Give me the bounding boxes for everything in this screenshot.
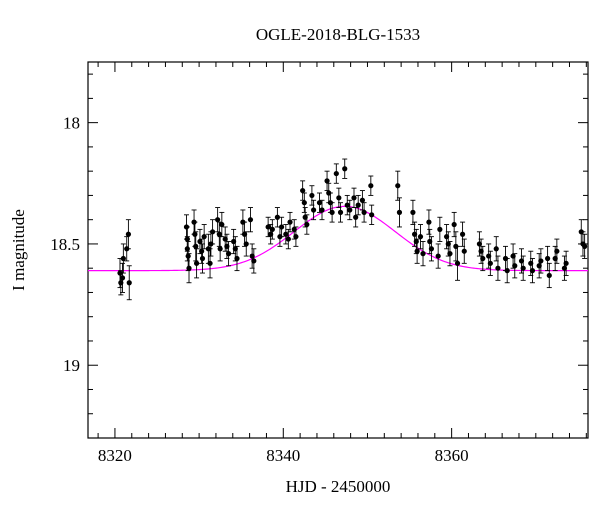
data-point (199, 248, 205, 254)
data-point (369, 212, 375, 218)
data-points (117, 158, 588, 301)
data-point (563, 260, 569, 266)
data-point (279, 224, 285, 230)
data-point (426, 219, 432, 225)
data-point (420, 251, 426, 257)
x-axis: 8320 8340 8360 (97, 62, 587, 465)
data-point (395, 183, 401, 189)
data-point (342, 166, 348, 172)
data-point (301, 200, 307, 206)
data-point (186, 265, 192, 271)
data-point (225, 251, 232, 257)
data-point (344, 202, 350, 208)
data-point (209, 229, 216, 235)
data-point (447, 251, 453, 257)
data-point (417, 234, 424, 240)
data-point (287, 219, 293, 225)
data-point (251, 258, 257, 264)
data-point (304, 221, 310, 228)
x-axis-label: HJD - 2450000 (286, 477, 391, 496)
data-point (185, 253, 191, 259)
data-point (215, 217, 221, 223)
data-point (451, 221, 457, 228)
x-tick-label: 8320 (98, 446, 132, 465)
data-point (293, 234, 299, 240)
data-point (368, 183, 374, 189)
data-point (413, 238, 419, 245)
data-point (316, 200, 323, 206)
data-point (353, 214, 359, 220)
data-point (184, 246, 190, 252)
data-point (193, 243, 199, 249)
data-point (329, 209, 335, 215)
data-point (435, 253, 441, 259)
data-point (310, 207, 317, 213)
data-point (309, 192, 315, 199)
data-point (538, 258, 544, 264)
data-point (216, 231, 222, 237)
data-point (520, 265, 526, 271)
data-point (319, 207, 325, 213)
data-point (126, 280, 132, 286)
data-point (454, 260, 461, 266)
x-tick-label: 8340 (266, 446, 300, 465)
data-point (546, 272, 552, 279)
data-point (461, 248, 467, 254)
y-axis-label: I magnitude (9, 209, 28, 291)
data-point (512, 263, 518, 269)
data-point (414, 248, 420, 254)
data-point (265, 224, 271, 230)
data-point (529, 268, 536, 274)
data-point (199, 255, 206, 262)
data-point (544, 255, 551, 262)
data-point (336, 195, 342, 201)
data-point (504, 268, 510, 274)
data-point (554, 248, 560, 254)
data-point (119, 275, 126, 281)
y-axis: 18 18.5 19 (50, 73, 588, 415)
data-point (274, 214, 280, 220)
y-tick-label: 18 (63, 114, 80, 133)
x-tick-label: 8360 (435, 446, 469, 465)
data-point (495, 265, 501, 271)
data-point (410, 209, 416, 215)
data-point (300, 187, 306, 194)
data-point (243, 241, 249, 247)
data-point (396, 209, 403, 215)
data-point (193, 260, 200, 266)
data-point (333, 170, 339, 177)
data-point (283, 231, 289, 237)
plot-frame (87, 61, 589, 439)
data-point (359, 197, 366, 203)
data-point (247, 217, 254, 223)
data-point (480, 255, 486, 262)
data-point (117, 270, 123, 276)
data-point (351, 195, 357, 201)
data-point (361, 209, 367, 215)
data-point (428, 246, 435, 252)
data-point (234, 255, 240, 262)
data-point (337, 209, 344, 215)
data-point (487, 260, 493, 266)
data-point (269, 226, 275, 232)
y-tick-label: 18.5 (50, 235, 80, 254)
y-tick-label: 19 (63, 356, 80, 375)
data-point (437, 226, 443, 232)
data-point (285, 236, 291, 242)
data-point (347, 207, 353, 213)
data-point (219, 221, 225, 228)
data-point (217, 246, 223, 252)
data-point (459, 231, 466, 237)
data-point (125, 231, 132, 237)
data-point (324, 178, 330, 184)
data-point (355, 202, 361, 208)
data-point (582, 243, 588, 249)
data-point (207, 260, 213, 266)
data-point (493, 246, 499, 252)
data-point (201, 234, 207, 240)
data-point (120, 255, 126, 262)
chart-title: OGLE-2018-BLG-1533 (256, 25, 420, 44)
data-point (192, 231, 198, 237)
